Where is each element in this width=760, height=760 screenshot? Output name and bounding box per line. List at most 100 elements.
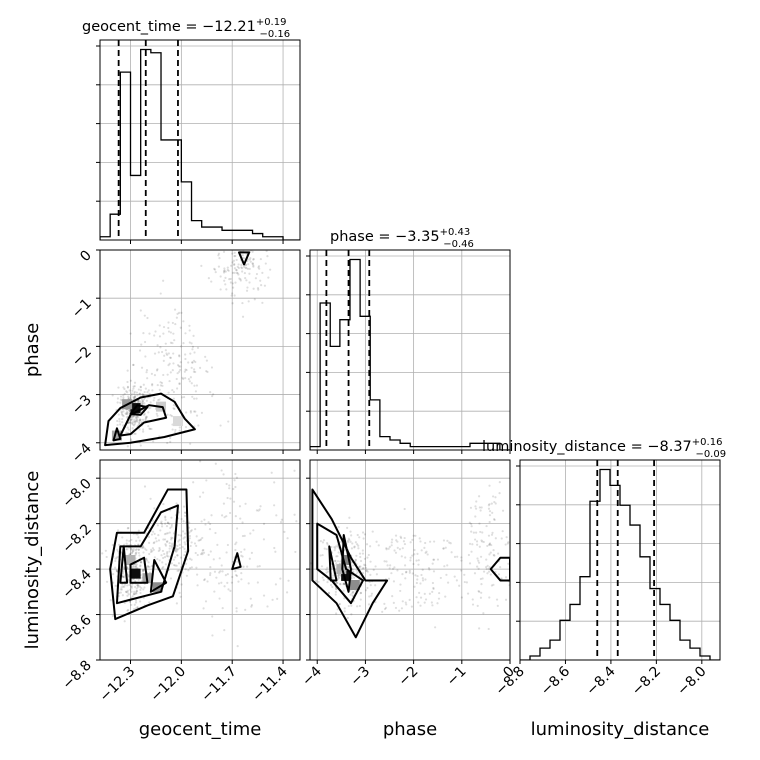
sample-point: [424, 551, 427, 554]
sample-point: [335, 587, 338, 590]
sample-point: [223, 270, 226, 273]
sample-point: [129, 421, 132, 424]
sample-point: [164, 518, 167, 521]
sample-point: [241, 254, 245, 257]
sample-point: [143, 586, 146, 589]
sample-point: [175, 387, 179, 390]
sample-point: [132, 385, 135, 388]
sample-point: [450, 551, 453, 554]
sample-point: [334, 559, 337, 562]
sample-point: [187, 361, 190, 364]
sample-point: [267, 276, 270, 279]
histogram-step: [310, 258, 510, 450]
sample-point: [158, 335, 162, 338]
sample-point: [171, 388, 174, 392]
sample-point: [117, 543, 121, 546]
sample-point: [208, 522, 212, 526]
sample-point: [182, 505, 186, 508]
sample-point: [226, 573, 229, 576]
sample-point: [142, 588, 145, 591]
y-tick-label: −2: [69, 344, 95, 370]
sample-point: [128, 421, 131, 424]
sample-point: [169, 331, 172, 334]
sample-point: [172, 332, 175, 335]
sample-point: [477, 561, 481, 564]
sample-point: [359, 565, 362, 568]
sample-point: [286, 537, 289, 540]
sample-point: [442, 547, 445, 550]
sample-point: [111, 614, 114, 618]
sample-point: [166, 552, 169, 555]
sample-point: [466, 592, 470, 595]
sample-point: [423, 592, 426, 595]
sample-point: [293, 513, 296, 516]
sample-point: [171, 369, 174, 372]
sample-point: [475, 540, 479, 543]
sample-point: [487, 534, 491, 537]
sample-point: [334, 547, 337, 550]
sample-point: [343, 549, 347, 552]
sample-point: [387, 577, 391, 580]
sample-point: [388, 545, 391, 548]
sample-point: [404, 571, 408, 574]
sample-point: [195, 414, 199, 417]
sample-point: [431, 581, 435, 585]
sample-point: [501, 509, 505, 512]
sample-point: [126, 584, 129, 587]
sample-point: [134, 565, 137, 568]
sample-point: [166, 540, 169, 543]
sample-point: [135, 592, 138, 595]
sample-point: [153, 396, 156, 399]
sample-point: [158, 548, 161, 551]
sample-point: [134, 592, 137, 596]
sample-point: [122, 570, 125, 573]
y-tick-label: −8.8: [59, 658, 94, 693]
sample-point: [136, 394, 139, 397]
sample-point: [411, 554, 414, 557]
sample-point: [126, 591, 129, 594]
sample-point: [505, 536, 508, 539]
sample-point: [141, 546, 145, 549]
sample-point: [125, 412, 128, 416]
sample-point: [169, 436, 172, 440]
x-tick-label: −12.3: [97, 664, 139, 706]
sample-point: [415, 581, 418, 585]
sample-point: [219, 275, 222, 278]
sample-point: [170, 542, 174, 545]
sample-point: [348, 516, 351, 519]
sample-point: [248, 258, 251, 261]
sample-point: [370, 594, 373, 597]
sample-point: [491, 511, 494, 514]
sample-point: [147, 541, 151, 544]
x-tick-label: −8.8: [492, 664, 527, 699]
sample-point: [199, 460, 202, 463]
sample-point: [488, 520, 491, 524]
sample-point: [363, 557, 366, 560]
sample-point: [115, 569, 119, 572]
sample-point: [236, 645, 239, 648]
sample-point: [134, 394, 137, 397]
sample-point: [236, 265, 239, 268]
sample-point: [138, 585, 142, 588]
sample-point: [358, 565, 361, 568]
sample-point: [458, 584, 461, 587]
sample-point: [335, 587, 338, 591]
sample-point: [405, 603, 408, 606]
sample-point: [205, 359, 209, 362]
sample-point: [478, 590, 481, 593]
sample-point: [392, 580, 396, 583]
sample-point: [143, 547, 147, 550]
sample-point: [480, 583, 483, 586]
contour-1: [115, 504, 179, 605]
sample-point: [436, 558, 440, 561]
sample-point: [425, 550, 428, 553]
sample-point: [179, 326, 182, 329]
sample-point: [121, 414, 124, 417]
sample-point: [133, 418, 136, 421]
sample-point: [351, 542, 354, 545]
sample-point: [145, 557, 148, 560]
sample-point: [178, 426, 181, 429]
sample-point: [358, 552, 362, 555]
sample-point: [165, 525, 169, 528]
sample-point: [145, 548, 148, 552]
